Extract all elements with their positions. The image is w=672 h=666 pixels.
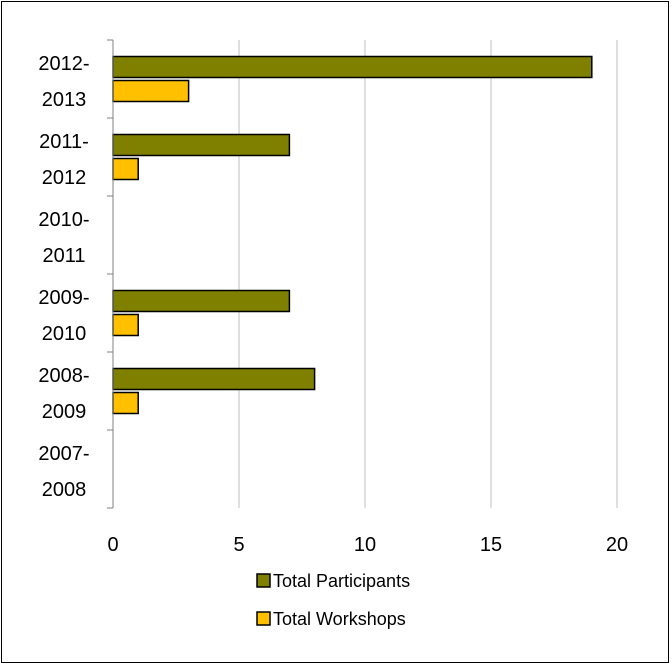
bar-total-workshops-2009-2010 — [112, 313, 139, 337]
x-tick-label: 10 — [354, 534, 376, 556]
y-tick-label: 2012- — [38, 53, 89, 75]
y-tick-label: 2007- — [38, 443, 89, 465]
y-tick-label: 2011 — [42, 245, 85, 267]
legend-label: Total Workshops — [273, 609, 406, 629]
y-tick-label: 2009- — [38, 287, 89, 309]
bar-total-participants-2011-2012 — [112, 133, 291, 157]
y-tick-label: 2013 — [42, 89, 87, 111]
y-tick-label: 2010- — [38, 209, 89, 231]
x-tick-label: 20 — [606, 534, 628, 556]
y-tick-label: 2011- — [39, 131, 89, 153]
legend-label: Total Participants — [273, 571, 410, 591]
y-tick-label: 2008 — [42, 479, 87, 501]
x-tick-label: 0 — [107, 534, 118, 556]
bar-total-workshops-2012-2013 — [112, 79, 190, 103]
legend-swatch-total-workshops — [256, 611, 271, 626]
bar-total-participants-2012-2013 — [112, 55, 593, 79]
bar-total-participants-2008-2009 — [112, 367, 316, 391]
x-tick-label: 15 — [480, 534, 502, 556]
bar-total-workshops-2008-2009 — [112, 391, 139, 415]
y-tick-label: 2012 — [42, 167, 87, 189]
y-tick-label: 2008- — [38, 365, 89, 387]
x-tick-label: 5 — [233, 534, 244, 556]
bar-total-participants-2009-2010 — [112, 289, 291, 313]
legend-swatch-total-participants — [256, 573, 271, 588]
y-tick-label: 2010 — [42, 323, 87, 345]
y-tick-label: 2009 — [42, 401, 87, 423]
bar-total-workshops-2011-2012 — [112, 157, 139, 181]
